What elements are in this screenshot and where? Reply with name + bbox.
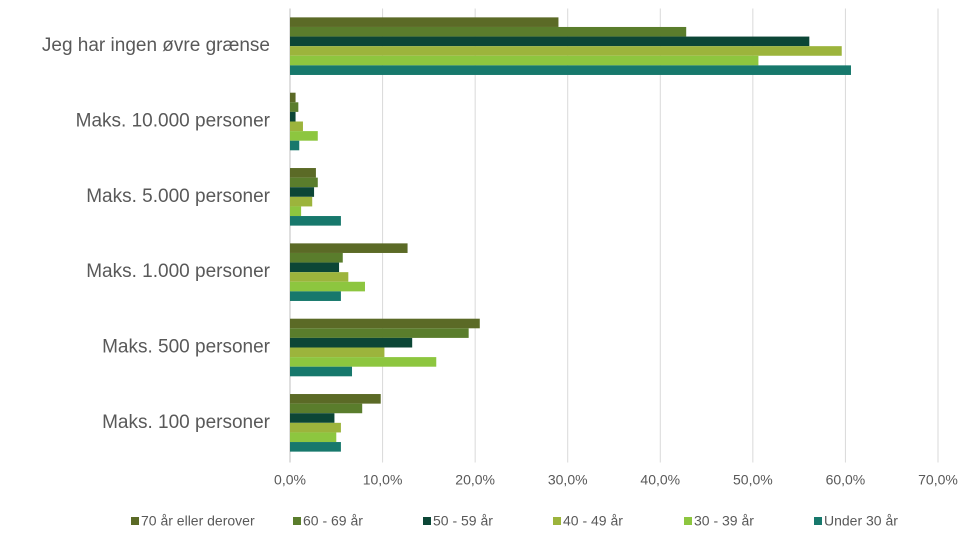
bar	[290, 55, 759, 66]
bar	[290, 46, 842, 56]
x-tick-label: 40,0%	[640, 472, 680, 488]
y-tick-label: Maks. 5.000 personer	[86, 186, 270, 207]
bar	[290, 403, 363, 414]
bar	[290, 291, 341, 301]
y-tick-label: Jeg har ingen øvre grænse	[42, 35, 270, 56]
bar	[290, 357, 437, 367]
legend-swatch	[684, 517, 692, 525]
y-tick-label: Maks. 10.000 personer	[76, 111, 271, 132]
bar	[290, 281, 365, 292]
bar	[290, 187, 315, 197]
y-tick-label: Maks. 100 personer	[102, 412, 271, 433]
x-tick-label: 10,0%	[363, 472, 403, 488]
bar	[290, 262, 340, 273]
bar	[290, 140, 300, 151]
bar	[290, 252, 343, 263]
bar	[290, 243, 408, 253]
legend-swatch	[293, 517, 301, 525]
bar	[290, 206, 302, 217]
bar	[290, 177, 318, 188]
x-tick-label: 70,0%	[918, 472, 958, 488]
y-tick-label: Maks. 1.000 personer	[86, 261, 270, 282]
bar	[290, 216, 341, 226]
legend-label: Under 30 år	[824, 513, 898, 529]
bar	[290, 26, 687, 37]
y-tick-label: Maks. 500 personer	[102, 337, 271, 358]
bar	[290, 432, 337, 443]
legend-swatch	[423, 517, 431, 525]
bar	[290, 318, 480, 329]
legend-label: 40 - 49 år	[563, 513, 623, 529]
legend-swatch	[553, 517, 561, 525]
legend-swatch	[131, 517, 139, 525]
legend-label: 70 år eller derover	[141, 513, 255, 529]
x-tick-label: 20,0%	[455, 472, 495, 488]
bar	[290, 92, 296, 103]
bar	[290, 272, 349, 282]
bar	[290, 131, 318, 141]
bar	[290, 442, 341, 452]
x-tick-label: 50,0%	[733, 472, 773, 488]
bar	[290, 328, 469, 338]
bar	[290, 36, 810, 47]
bar	[290, 17, 559, 27]
legend-label: 50 - 59 år	[433, 513, 493, 529]
x-tick-label: 30,0%	[548, 472, 588, 488]
x-tick-label: 0,0%	[274, 472, 306, 488]
bar	[290, 347, 385, 358]
x-tick-label: 60,0%	[826, 472, 866, 488]
bar	[290, 337, 413, 348]
legend-label: 30 - 39 år	[694, 513, 754, 529]
legend-label: 60 - 69 år	[303, 513, 363, 529]
bar	[290, 168, 316, 178]
bar	[290, 196, 313, 207]
bar	[290, 366, 353, 377]
bar	[290, 394, 381, 404]
bar	[290, 65, 851, 75]
bar	[290, 422, 341, 433]
bar	[290, 121, 303, 132]
bar	[290, 111, 296, 122]
bar	[290, 413, 335, 423]
bar	[290, 102, 299, 112]
legend-swatch	[814, 517, 822, 525]
